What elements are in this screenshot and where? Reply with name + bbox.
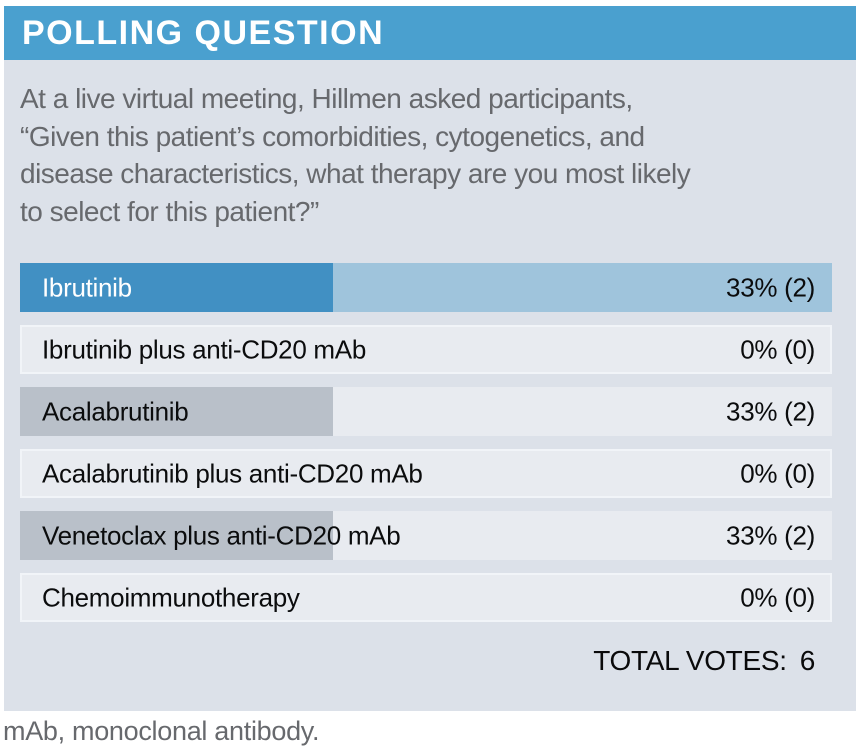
poll-results: Ibrutinib 33% (2) Ibrutinib plus anti-CD… (20, 263, 832, 677)
poll-option-label: Ibrutinib (42, 272, 132, 302)
poll-bar-fill (20, 511, 333, 560)
poll-option-label: Chemoimmunotherapy (42, 582, 300, 612)
poll-option-row: Venetoclax plus anti-CD20 mAb 33% (2) (20, 511, 832, 560)
poll-option-value: 33% (2) (726, 520, 815, 550)
poll-bar-fill (20, 387, 333, 436)
total-votes-label: TOTAL VOTES: (593, 645, 787, 676)
poll-option-label: Ibrutinib plus anti-CD20 mAb (42, 334, 366, 364)
poll-option-row: Chemoimmunotherapy 0% (0) (20, 573, 832, 622)
polling-header-title: POLLING QUESTION (22, 13, 385, 52)
total-votes: TOTAL VOTES: 6 (20, 645, 832, 677)
total-votes-value: 6 (799, 645, 816, 676)
poll-option-row: Ibrutinib 33% (2) (20, 263, 832, 312)
poll-option-label: Venetoclax plus anti-CD20 mAb (42, 520, 401, 550)
poll-option-label: Acalabrutinib plus anti-CD20 mAb (42, 458, 423, 488)
poll-bar-fill (20, 263, 333, 312)
poll-option-value: 0% (0) (740, 334, 815, 364)
poll-option-value: 0% (0) (740, 458, 815, 488)
poll-option-label: Acalabrutinib (42, 396, 189, 426)
polling-card: POLLING QUESTION At a live virtual meeti… (4, 6, 856, 711)
poll-option-value: 33% (2) (726, 272, 815, 302)
poll-option-row: Acalabrutinib 33% (2) (20, 387, 832, 436)
poll-option-row: Acalabrutinib plus anti-CD20 mAb 0% (0) (20, 449, 832, 498)
poll-option-value: 0% (0) (740, 582, 815, 612)
footnote-text: mAb, monoclonal antibody. (3, 716, 320, 746)
poll-option-value: 33% (2) (726, 396, 815, 426)
question-text: At a live virtual meeting, Hillmen asked… (20, 83, 691, 227)
polling-header: POLLING QUESTION (4, 6, 856, 60)
poll-option-row: Ibrutinib plus anti-CD20 mAb 0% (0) (20, 325, 832, 374)
